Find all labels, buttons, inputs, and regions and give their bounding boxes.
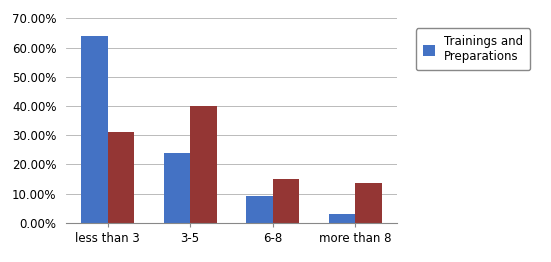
Bar xyxy=(329,214,355,223)
Bar xyxy=(81,36,107,223)
Bar xyxy=(273,179,299,223)
Bar xyxy=(164,153,190,223)
Bar xyxy=(190,106,217,223)
Legend: Trainings and
Preparations: Trainings and Preparations xyxy=(416,28,531,70)
Bar xyxy=(246,196,273,223)
Bar xyxy=(355,183,382,223)
Bar xyxy=(107,132,134,223)
